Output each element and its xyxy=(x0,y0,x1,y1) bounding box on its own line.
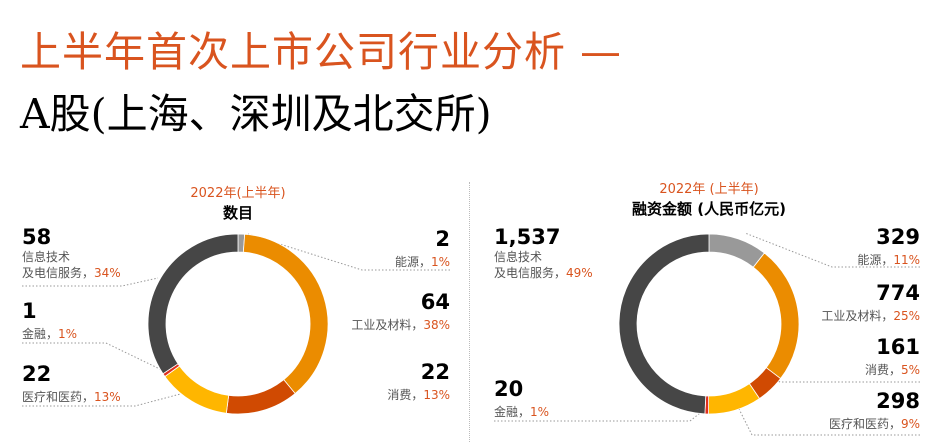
left-energy-value: 2 xyxy=(435,227,450,251)
donut-slice-industrial xyxy=(752,252,800,380)
left-consumer-pct: 13% xyxy=(423,388,450,402)
leader-line xyxy=(737,406,920,436)
donut-slice-tech xyxy=(618,233,710,415)
right-label-finance: 20 金融，1% xyxy=(494,377,549,420)
right-label-consumer: 161 消费，5% xyxy=(865,335,920,378)
right-label-energy: 329 能源，11% xyxy=(857,225,920,268)
left-consumer-name: 消费， xyxy=(387,388,424,402)
right-chart-header: 2022年 (上半年) 融资金额 (人民币亿元) xyxy=(598,178,820,219)
left-tech-pct: 34% xyxy=(94,266,121,280)
slide-title-line2: A股(上海、深圳及北交所) xyxy=(20,90,492,138)
left-tech-name2: 及电信服务， xyxy=(22,266,95,280)
right-tech-name2: 及电信服务， xyxy=(494,266,567,280)
right-industrial-name: 工业及材料， xyxy=(821,309,894,323)
left-healthcare-name: 医疗和医药， xyxy=(22,390,95,404)
right-healthcare-name: 医疗和医药， xyxy=(828,417,901,431)
left-healthcare-pct: 13% xyxy=(94,390,121,404)
right-chart-metric: 融资金额 (人民币亿元) xyxy=(632,200,786,218)
right-consumer-pct: 5% xyxy=(900,363,920,377)
left-healthcare-value: 22 xyxy=(22,362,52,386)
left-finance-pct: 1% xyxy=(58,327,78,341)
right-consumer-name: 消费， xyxy=(864,363,901,377)
right-consumer-value: 161 xyxy=(876,335,920,359)
right-label-industrial: 774 工业及材料，25% xyxy=(821,281,920,324)
leader-line xyxy=(744,232,920,268)
left-energy-pct: 1% xyxy=(430,255,450,269)
leader-line xyxy=(22,342,167,373)
right-healthcare-value: 298 xyxy=(876,389,920,413)
right-finance-name: 金融， xyxy=(494,405,531,419)
right-healthcare-pct: 9% xyxy=(900,417,920,431)
slide-title-line1: 上半年首次上市公司行业分析 — xyxy=(20,28,623,76)
right-energy-name: 能源， xyxy=(857,253,894,267)
left-label-consumer: 22 消费，13% xyxy=(387,360,450,403)
donut-slice-healthcare xyxy=(708,383,761,415)
donut-slice-tech xyxy=(147,233,239,375)
left-consumer-value: 22 xyxy=(420,360,450,384)
right-energy-value: 329 xyxy=(876,225,920,249)
left-chart-year: 2022年(上半年) xyxy=(190,186,286,201)
left-label-tech: 58 信息技术 及电信服务，34% xyxy=(22,225,121,281)
column-divider xyxy=(469,182,470,442)
left-industrial-pct: 38% xyxy=(423,318,450,332)
right-label-healthcare: 298 医疗和医药，9% xyxy=(829,389,920,432)
leader-line xyxy=(771,377,920,383)
left-industrial-value: 64 xyxy=(420,290,450,314)
left-label-industrial: 64 工业及材料，38% xyxy=(351,290,450,333)
left-tech-value: 58 xyxy=(22,225,52,249)
left-chart-metric: 数目 xyxy=(222,204,253,222)
left-finance-name: 金融， xyxy=(22,327,59,341)
left-energy-name: 能源， xyxy=(394,255,431,269)
left-tech-name1: 信息技术 xyxy=(22,250,71,264)
left-industrial-name: 工业及材料， xyxy=(351,318,424,332)
right-industrial-pct: 25% xyxy=(893,309,920,323)
right-tech-name1: 信息技术 xyxy=(494,250,543,264)
leader-line xyxy=(22,391,189,407)
right-tech-pct: 49% xyxy=(566,266,593,280)
left-label-healthcare: 22 医疗和医药，13% xyxy=(22,362,121,405)
left-label-finance: 1 金融，1% xyxy=(22,299,77,342)
right-industrial-value: 774 xyxy=(876,281,920,305)
left-finance-value: 1 xyxy=(22,299,37,323)
right-chart-year: 2022年 (上半年) xyxy=(659,182,759,197)
right-label-tech: 1,537 信息技术 及电信服务，49% xyxy=(494,225,593,281)
right-finance-value: 20 xyxy=(494,377,524,401)
donut-slice-energy xyxy=(708,233,765,268)
left-chart-header: 2022年(上半年) 数目 xyxy=(152,182,324,223)
right-tech-value: 1,537 xyxy=(494,225,561,249)
leader-line xyxy=(494,405,710,422)
right-finance-pct: 1% xyxy=(530,405,550,419)
leader-line xyxy=(247,233,450,271)
right-energy-pct: 11% xyxy=(893,253,920,267)
left-label-energy: 2 能源，1% xyxy=(395,227,450,270)
